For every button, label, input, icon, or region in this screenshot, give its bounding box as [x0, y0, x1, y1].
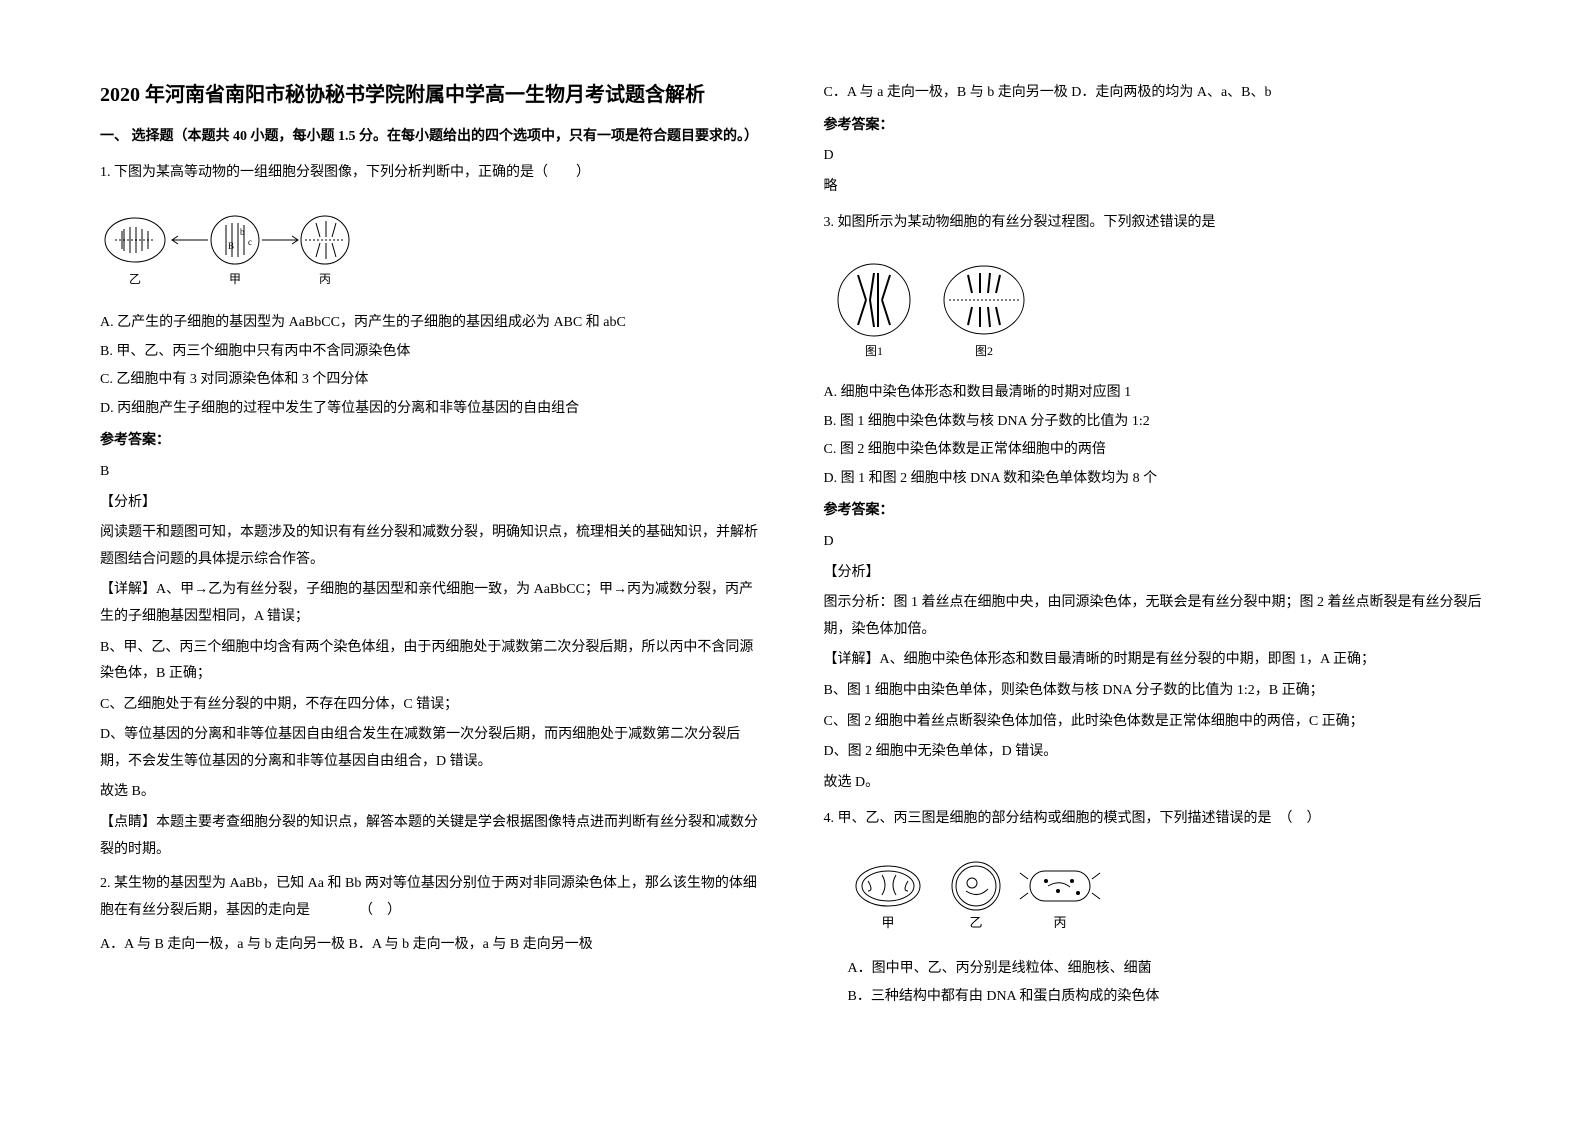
q1-detail-c: C、乙细胞处于有丝分裂的中期，不存在四分体，C 错误； — [100, 692, 764, 719]
q1-analysis-label: 【分析】 — [100, 490, 764, 517]
svg-text:丙: 丙 — [1053, 915, 1066, 930]
q3-answer: D — [824, 529, 1488, 556]
q3-analysis-1: 图示分析：图 1 着丝点在细胞中央，由同源染色体，无联会是有丝分裂中期；图 2 … — [824, 590, 1488, 643]
q1-answer: B — [100, 459, 764, 486]
q1-option-b: B. 甲、乙、丙三个细胞中只有丙中不含同源染色体 — [100, 339, 764, 366]
q1-point: 【点睛】本题主要考查细胞分裂的知识点，解答本题的关键是学会根据图像特点进而判断有… — [100, 810, 764, 863]
q4-stem: 4. 甲、乙、丙三图是细胞的部分结构或细胞的模式图，下列描述错误的是 （ ） — [824, 806, 1488, 833]
q1-answer-label: 参考答案： — [100, 428, 764, 455]
q2-option-cd: C．A 与 a 走向一极，B 与 b 走向另一极 D．走向两极的均为 A、a、B… — [824, 80, 1488, 107]
q1-detail-d: D、等位基因的分离和非等位基因自由组合发生在减数第一次分裂后期，而丙细胞处于减数… — [100, 722, 764, 775]
q3-detail-d: D、图 2 细胞中无染色单体，D 错误。 — [824, 739, 1488, 766]
document-title: 2020 年河南省南阳市秘协秘书学院附属中学高一生物月考试题含解析 — [100, 80, 764, 110]
q3-detail-a: 【详解】A、细胞中染色体形态和数目最清晰的时期是有丝分裂的中期，即图 1，A 正… — [824, 647, 1488, 674]
q4-option-a: A．图中甲、乙、丙分别是线粒体、细胞核、细菌 — [824, 956, 1488, 983]
left-column: 2020 年河南省南阳市秘协秘书学院附属中学高一生物月考试题含解析 一、 选择题… — [100, 80, 764, 1082]
q2-answer-label: 参考答案： — [824, 113, 1488, 140]
q2-answer: D — [824, 143, 1488, 170]
q1-detail-b: B、甲、乙、丙三个细胞中均含有两个染色体组，由于丙细胞处于减数第二次分裂后期，所… — [100, 635, 764, 688]
svg-text:丙: 丙 — [319, 272, 331, 286]
q3-option-a: A. 细胞中染色体形态和数目最清晰的时期对应图 1 — [824, 380, 1488, 407]
q3-figure: 图1 图2 — [824, 255, 1044, 365]
svg-text:B: B — [228, 241, 234, 251]
q2-option-ab: A．A 与 B 走向一极，a 与 b 走向另一极 B．A 与 b 走向一极，a … — [100, 932, 764, 959]
q1-analysis-1: 阅读题干和题图可知，本题涉及的知识有有丝分裂和减数分裂，明确知识点，梳理相关的基… — [100, 520, 764, 573]
q2-stem: 2. 某生物的基因型为 AaBb，已知 Aa 和 Bb 两对等位基因分别位于两对… — [100, 871, 764, 924]
q3-analysis-label: 【分析】 — [824, 560, 1488, 587]
q1-option-a: A. 乙产生的子细胞的基因型为 AaBbCC，丙产生的子细胞的基因组成必为 AB… — [100, 310, 764, 337]
svg-text:乙: 乙 — [129, 272, 141, 286]
svg-text:甲: 甲 — [881, 915, 894, 930]
q3-conclusion: 故选 D。 — [824, 770, 1488, 797]
svg-text:c: c — [248, 237, 252, 247]
svg-text:b: b — [240, 227, 245, 237]
q1-option-d: D. 丙细胞产生子细胞的过程中发生了等位基因的分离和非等位基因的自由组合 — [100, 396, 764, 423]
q3-option-c: C. 图 2 细胞中染色体数是正常体细胞中的两倍 — [824, 437, 1488, 464]
section-1-header: 一、 选择题（本题共 40 小题，每小题 1.5 分。在每小题给出的四个选项中，… — [100, 126, 764, 148]
svg-text:图1: 图1 — [864, 344, 882, 358]
q3-detail-c: C、图 2 细胞中着丝点断裂染色体加倍，此时染色体数是正常体细胞中的两倍，C 正… — [824, 709, 1488, 736]
q1-figure: 乙 B b c 甲 丙 — [100, 205, 360, 295]
svg-text:乙: 乙 — [969, 915, 982, 930]
q1-detail-a: 【详解】A、甲→乙为有丝分裂，子细胞的基因型和亲代细胞一致，为 AaBbCC；甲… — [100, 577, 764, 630]
q3-option-d: D. 图 1 和图 2 细胞中核 DNA 数和染色单体数均为 8 个 — [824, 466, 1488, 493]
svg-text:甲: 甲 — [229, 272, 241, 286]
q2-brief: 略 — [824, 174, 1488, 201]
q3-stem: 3. 如图所示为某动物细胞的有丝分裂过程图。下列叙述错误的是 — [824, 210, 1488, 237]
q1-stem: 1. 下图为某高等动物的一组细胞分裂图像，下列分析判断中，正确的是（ ） — [100, 160, 764, 187]
svg-text:图2: 图2 — [974, 344, 992, 358]
q3-answer-label: 参考答案： — [824, 498, 1488, 525]
q3-option-b: B. 图 1 细胞中染色体数与核 DNA 分子数的比值为 1:2 — [824, 409, 1488, 436]
q4-option-b: B．三种结构中都有由 DNA 和蛋白质构成的染色体 — [824, 984, 1488, 1011]
q4-figure: 甲 乙 丙 — [848, 851, 1108, 941]
right-column: C．A 与 a 走向一极，B 与 b 走向另一极 D．走向两极的均为 A、a、B… — [824, 80, 1488, 1082]
q3-detail-b: B、图 1 细胞中由染色单体，则染色体数与核 DNA 分子数的比值为 1:2，B… — [824, 678, 1488, 705]
q1-conclusion: 故选 B。 — [100, 779, 764, 806]
q1-option-c: C. 乙细胞中有 3 对同源染色体和 3 个四分体 — [100, 367, 764, 394]
